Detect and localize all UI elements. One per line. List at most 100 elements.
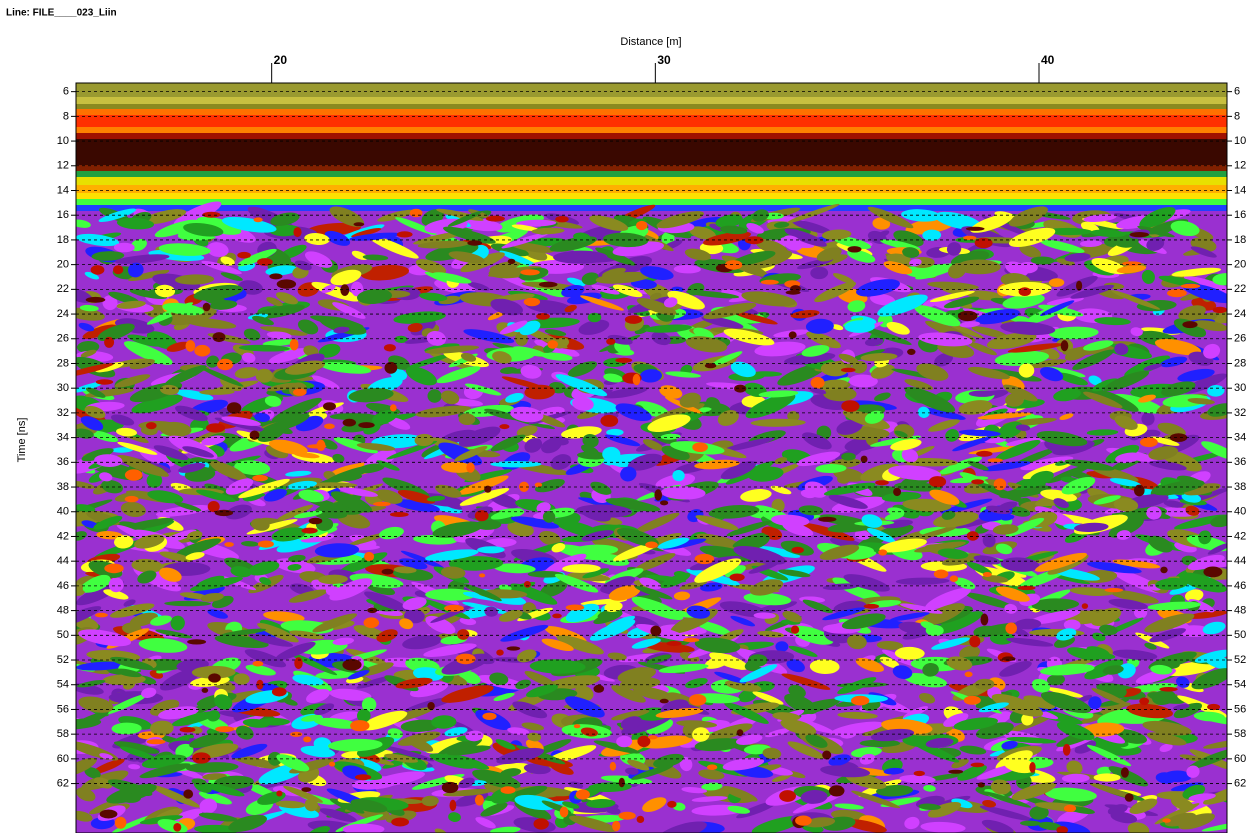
texture-blob xyxy=(958,429,1001,437)
texture-blob xyxy=(160,384,179,395)
texture-blob xyxy=(1005,437,1051,446)
texture-blob xyxy=(360,264,410,281)
texture-blob xyxy=(841,400,860,412)
texture-blob xyxy=(1212,273,1227,286)
texture-blob xyxy=(99,753,114,760)
texture-blob xyxy=(368,235,419,259)
texture-blob xyxy=(860,353,898,362)
texture-blob xyxy=(1090,607,1122,627)
texture-blob xyxy=(544,329,567,336)
texture-blob xyxy=(1066,760,1083,775)
texture-blob xyxy=(402,635,442,650)
texture-blob xyxy=(800,489,817,499)
texture-blob xyxy=(1181,492,1202,503)
texture-blob xyxy=(1015,424,1031,431)
chart-title: Line: FILE____023_Liin xyxy=(6,8,117,19)
texture-band xyxy=(76,127,1227,133)
texture-blob xyxy=(1177,695,1227,718)
texture-blob xyxy=(448,251,485,264)
texture-blob xyxy=(957,259,1001,275)
texture-blob xyxy=(859,753,876,765)
texture-blob xyxy=(226,402,242,414)
texture-blob xyxy=(1090,229,1127,238)
texture-blob xyxy=(750,418,806,427)
texture-blob xyxy=(552,613,562,619)
texture-blob xyxy=(1138,394,1156,403)
texture-blob xyxy=(479,573,486,578)
texture-blob xyxy=(1092,388,1139,412)
texture-blob xyxy=(562,564,601,573)
texture-blob xyxy=(1063,619,1081,631)
texture-blob xyxy=(647,414,691,433)
texture-blob xyxy=(1162,818,1171,823)
y-tick-label: 56 xyxy=(57,703,69,715)
texture-blob xyxy=(951,758,969,769)
texture-blob xyxy=(463,583,502,602)
y-tick-label: 10 xyxy=(57,135,69,147)
plot-border xyxy=(75,82,1228,833)
texture-blob xyxy=(1137,225,1175,238)
texture-blob xyxy=(1141,269,1155,284)
texture-blob xyxy=(1207,403,1227,417)
texture-blob xyxy=(943,296,980,309)
texture-blob xyxy=(602,267,626,278)
texture-blob xyxy=(615,403,652,422)
texture-blob xyxy=(743,592,792,606)
texture-blob xyxy=(490,298,523,316)
texture-blob xyxy=(618,777,625,788)
texture-blob xyxy=(233,673,250,685)
texture-blob xyxy=(587,312,602,323)
texture-blob xyxy=(254,412,270,422)
texture-blob xyxy=(434,828,447,833)
texture-blob xyxy=(580,295,624,311)
texture-blob xyxy=(1029,762,1036,773)
texture-blob xyxy=(703,302,757,320)
texture-blob xyxy=(407,323,423,333)
texture-blob xyxy=(883,767,905,775)
texture-blob xyxy=(1160,356,1188,368)
texture-blob xyxy=(894,646,925,660)
texture-blob xyxy=(982,575,1009,583)
texture-blob xyxy=(289,630,324,640)
texture-blob xyxy=(114,254,170,264)
texture-blob xyxy=(875,480,889,486)
texture-blob xyxy=(839,726,858,739)
texture-blob xyxy=(1111,290,1161,310)
texture-blob xyxy=(383,344,396,352)
texture-blob xyxy=(605,806,621,815)
texture-blob xyxy=(294,260,312,271)
texture-blob xyxy=(1203,343,1221,359)
texture-blob xyxy=(307,826,330,833)
texture-blob xyxy=(899,603,943,614)
y-tick-label: 24 xyxy=(57,308,69,320)
texture-blob xyxy=(1040,300,1075,317)
texture-blob xyxy=(307,444,327,449)
texture-blob xyxy=(458,426,501,447)
texture-blob xyxy=(787,410,800,422)
texture-blob xyxy=(1148,446,1179,461)
texture-blob xyxy=(684,248,711,261)
y-tick-label: 34 xyxy=(1234,432,1246,444)
texture-blob xyxy=(577,451,609,460)
texture-blob xyxy=(175,743,194,759)
texture-blob xyxy=(810,266,829,280)
texture-blob xyxy=(293,510,323,519)
texture-blob xyxy=(347,670,370,680)
texture-blob xyxy=(373,501,391,507)
texture-blob xyxy=(231,743,268,759)
texture-blob xyxy=(1146,732,1187,746)
texture-blob xyxy=(901,209,941,222)
texture-blob xyxy=(215,726,235,733)
texture-blob xyxy=(920,407,966,420)
texture-blob xyxy=(627,453,663,471)
texture-blob xyxy=(425,736,471,754)
texture-blob xyxy=(1202,621,1226,635)
y-tick-label: 12 xyxy=(57,160,69,172)
texture-blob xyxy=(965,226,985,231)
texture-blob xyxy=(1187,554,1225,571)
texture-blob xyxy=(1062,743,1071,756)
texture-blob xyxy=(886,321,910,335)
y-tick-label: 8 xyxy=(1234,110,1240,122)
texture-blob xyxy=(801,345,830,357)
y-tick-label: 8 xyxy=(63,110,69,122)
